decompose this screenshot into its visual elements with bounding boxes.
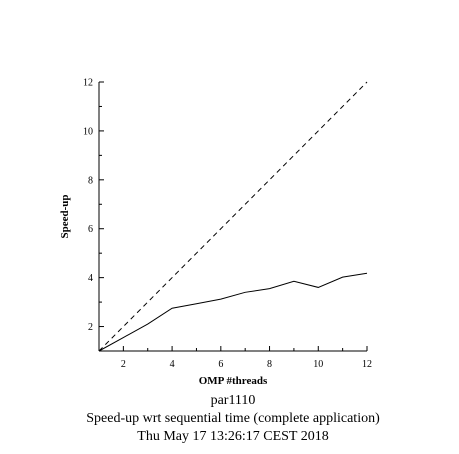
caption-line-1: par1110 — [211, 393, 256, 408]
y-axis-title: Speed-up — [59, 194, 71, 238]
ticks: 2 4 6 8 10 12 2 4 6 8 10 12 — [83, 78, 372, 371]
y-tick-label: 6 — [88, 224, 93, 235]
x-tick-label: 4 — [170, 359, 175, 370]
y-tick-label: 8 — [88, 175, 93, 186]
y-tick-label: 10 — [83, 126, 93, 137]
caption-line-3: Thu May 17 13:26:17 CEST 2018 — [137, 429, 328, 444]
x-tick-label: 10 — [313, 359, 323, 370]
x-tick-label: 12 — [362, 359, 372, 370]
y-tick-label: 2 — [88, 322, 93, 333]
x-tick-label: 2 — [121, 359, 126, 370]
x-tick-label: 6 — [218, 359, 223, 370]
ideal-speedup-line — [98, 81, 368, 352]
y-tick-label: 12 — [83, 78, 93, 89]
y-tick-label: 4 — [88, 273, 93, 284]
axes — [98, 82, 367, 352]
series-layer — [98, 81, 368, 352]
x-axis-title: OMP #threads — [199, 375, 268, 387]
caption-line-2: Speed-up wrt sequential time (complete a… — [86, 411, 380, 426]
x-tick-label: 8 — [267, 359, 272, 370]
measured-speedup-line — [98, 272, 368, 352]
